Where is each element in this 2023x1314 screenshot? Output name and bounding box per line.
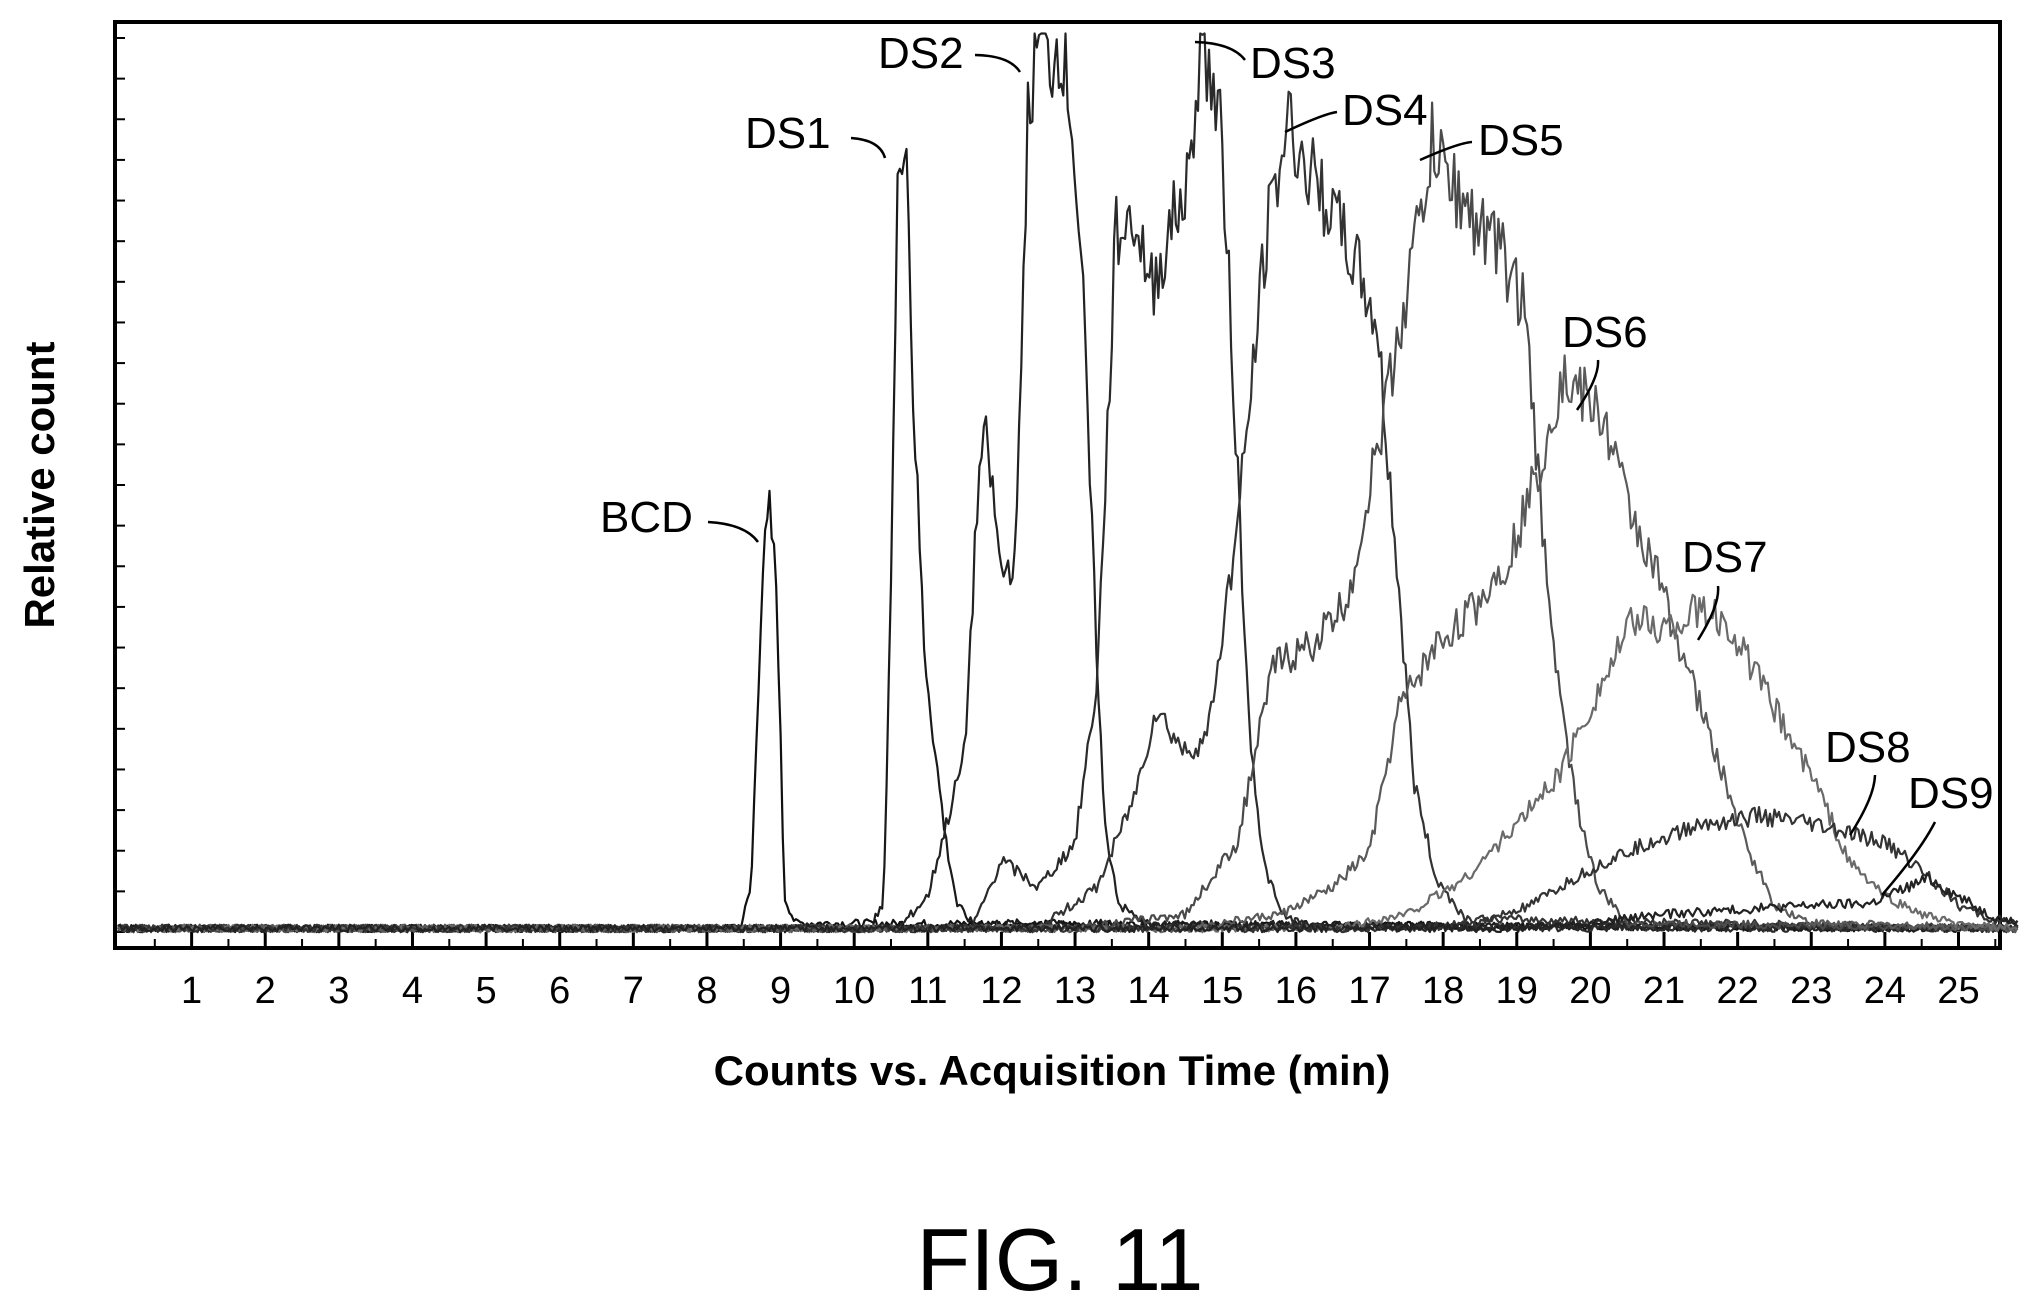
x-tick-label: 1 — [181, 970, 202, 1012]
x-tick-label: 17 — [1348, 970, 1390, 1012]
x-tick-label: 4 — [402, 970, 423, 1012]
peak-leader-ds6 — [1575, 359, 1600, 411]
x-tick-label: 2 — [255, 970, 276, 1012]
x-tick-label: 5 — [476, 970, 497, 1012]
y-axis-title: Relative count — [16, 341, 63, 628]
y-axis-minor-ticks — [115, 37, 125, 933]
x-tick-label: 19 — [1496, 970, 1538, 1012]
series-line-ds5 — [117, 101, 2019, 934]
x-tick-label: 24 — [1864, 970, 1906, 1012]
peak-label-ds2: DS2 — [878, 29, 964, 78]
x-tick-label: 16 — [1275, 970, 1317, 1012]
peak-leader-ds8 — [1848, 774, 1877, 836]
plot-frame — [113, 20, 2002, 950]
series-line-ds2 — [117, 32, 2019, 934]
peak-leader-ds4 — [1284, 110, 1338, 134]
x-tick-label: 13 — [1054, 970, 1096, 1012]
x-tick-label: 11 — [908, 970, 947, 1012]
peak-leader-ds5 — [1419, 140, 1473, 162]
x-tick-label: 23 — [1790, 970, 1832, 1012]
x-tick-label: 3 — [328, 970, 349, 1012]
x-axis-title: Counts vs. Acquisition Time (min) — [714, 1047, 1391, 1094]
peak-leader-ds9 — [1881, 821, 1937, 896]
series-line-ds8 — [117, 806, 2018, 934]
x-tick-label: 22 — [1716, 970, 1758, 1012]
peak-label-ds3: DS3 — [1250, 39, 1336, 88]
peak-label-ds6: DS6 — [1562, 308, 1648, 357]
x-tick-label: 8 — [696, 970, 717, 1012]
x-axis-ticks: 1 2 3 4 5 6 7 8 9 10 11 12 13 14 15 16 17 18 19 20 21 22 23 24 2… — [153, 932, 1997, 1012]
peak-label-ds5: DS5 — [1478, 116, 1564, 165]
series-line-ds7 — [117, 593, 2019, 934]
peak-label-ds9: DS9 — [1908, 769, 1994, 818]
peak-label-ds4: DS4 — [1342, 86, 1428, 135]
peak-leader-ds7 — [1696, 585, 1720, 641]
peak-leader-ds3 — [1194, 40, 1246, 61]
peak-label-ds1: DS1 — [745, 109, 831, 158]
series-layer — [116, 32, 2019, 934]
x-tick-label: 10 — [833, 970, 875, 1012]
series-line-ds3 — [117, 32, 2019, 934]
x-tick-label: 20 — [1569, 970, 1611, 1012]
x-tick-label: 21 — [1643, 970, 1685, 1012]
x-tick-label: 12 — [980, 970, 1022, 1012]
x-tick-label: 6 — [549, 970, 570, 1012]
peak-leader-ds2 — [974, 53, 1022, 73]
figure-caption: FIG. 11 — [917, 1210, 1204, 1309]
x-tick-label: 9 — [770, 970, 791, 1012]
peak-leader-bcd — [707, 520, 760, 543]
peak-label-ds8: DS8 — [1825, 723, 1911, 772]
peak-label-bcd: BCD — [600, 493, 693, 542]
x-tick-label: 15 — [1201, 970, 1243, 1012]
series-line-ds9 — [117, 872, 2019, 934]
x-tick-label: 7 — [623, 970, 644, 1012]
peak-leader-ds1 — [850, 136, 887, 159]
x-tick-label: 14 — [1128, 970, 1170, 1012]
peak-label-ds7: DS7 — [1682, 533, 1768, 582]
x-tick-label: 18 — [1422, 970, 1464, 1012]
x-tick-label: 25 — [1937, 970, 1979, 1012]
